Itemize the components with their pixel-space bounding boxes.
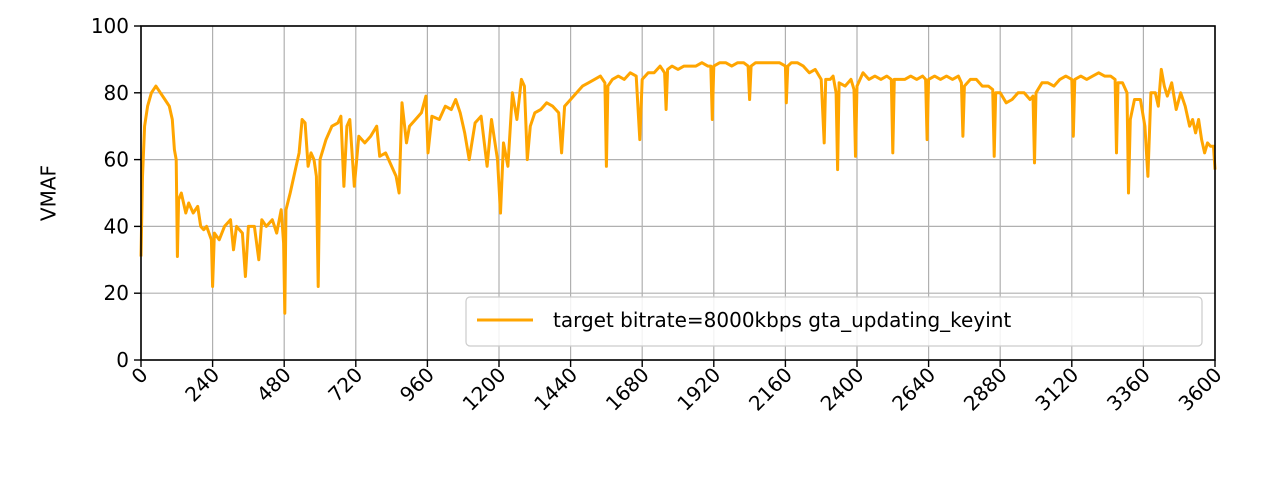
x-tick-label: 960 [395, 363, 439, 407]
x-tick-label: 3120 [1030, 363, 1083, 416]
y-axis: 0 20 40 60 80 100 [91, 14, 141, 372]
y-tick-label: 40 [104, 214, 129, 238]
series-layer [139, 61, 1217, 315]
x-tick-label: 1200 [458, 363, 511, 416]
x-axis: 0 240 480 720 960 1200 1440 1680 1920 2160 2400 264… [127, 360, 1227, 416]
y-tick-label: 60 [104, 148, 129, 172]
legend-label: target bitrate=8000kbps gta_updating_key… [553, 308, 1011, 332]
x-tick-label: 720 [323, 363, 367, 407]
series-line-0 [139, 61, 1217, 315]
x-tick-label: 1920 [672, 363, 725, 416]
y-tick-label: 80 [104, 81, 129, 105]
plot-area-frame [140, 25, 1216, 361]
x-tick-label: 2400 [816, 363, 869, 416]
x-tick-label: 240 [180, 363, 224, 407]
y-tick-label: 100 [91, 14, 129, 38]
x-tick-label: 3600 [1174, 363, 1227, 416]
x-tick-label: 3360 [1102, 363, 1155, 416]
y-axis-label: VMAF [37, 165, 61, 221]
x-tick-label: 1440 [529, 363, 582, 416]
legend-box [465, 296, 1203, 347]
x-tick-label: 0 [127, 363, 153, 389]
x-tick-label: 2640 [887, 363, 940, 416]
x-tick-label: 2880 [959, 363, 1012, 416]
x-tick-label: 2160 [744, 363, 797, 416]
legend: target bitrate=8000kbps gta_updating_key… [465, 296, 1203, 347]
y-tick-label: 0 [116, 348, 129, 372]
x-tick-label: 1680 [601, 363, 654, 416]
x-tick-label: 480 [252, 363, 296, 407]
y-tick-label: 20 [104, 281, 129, 305]
